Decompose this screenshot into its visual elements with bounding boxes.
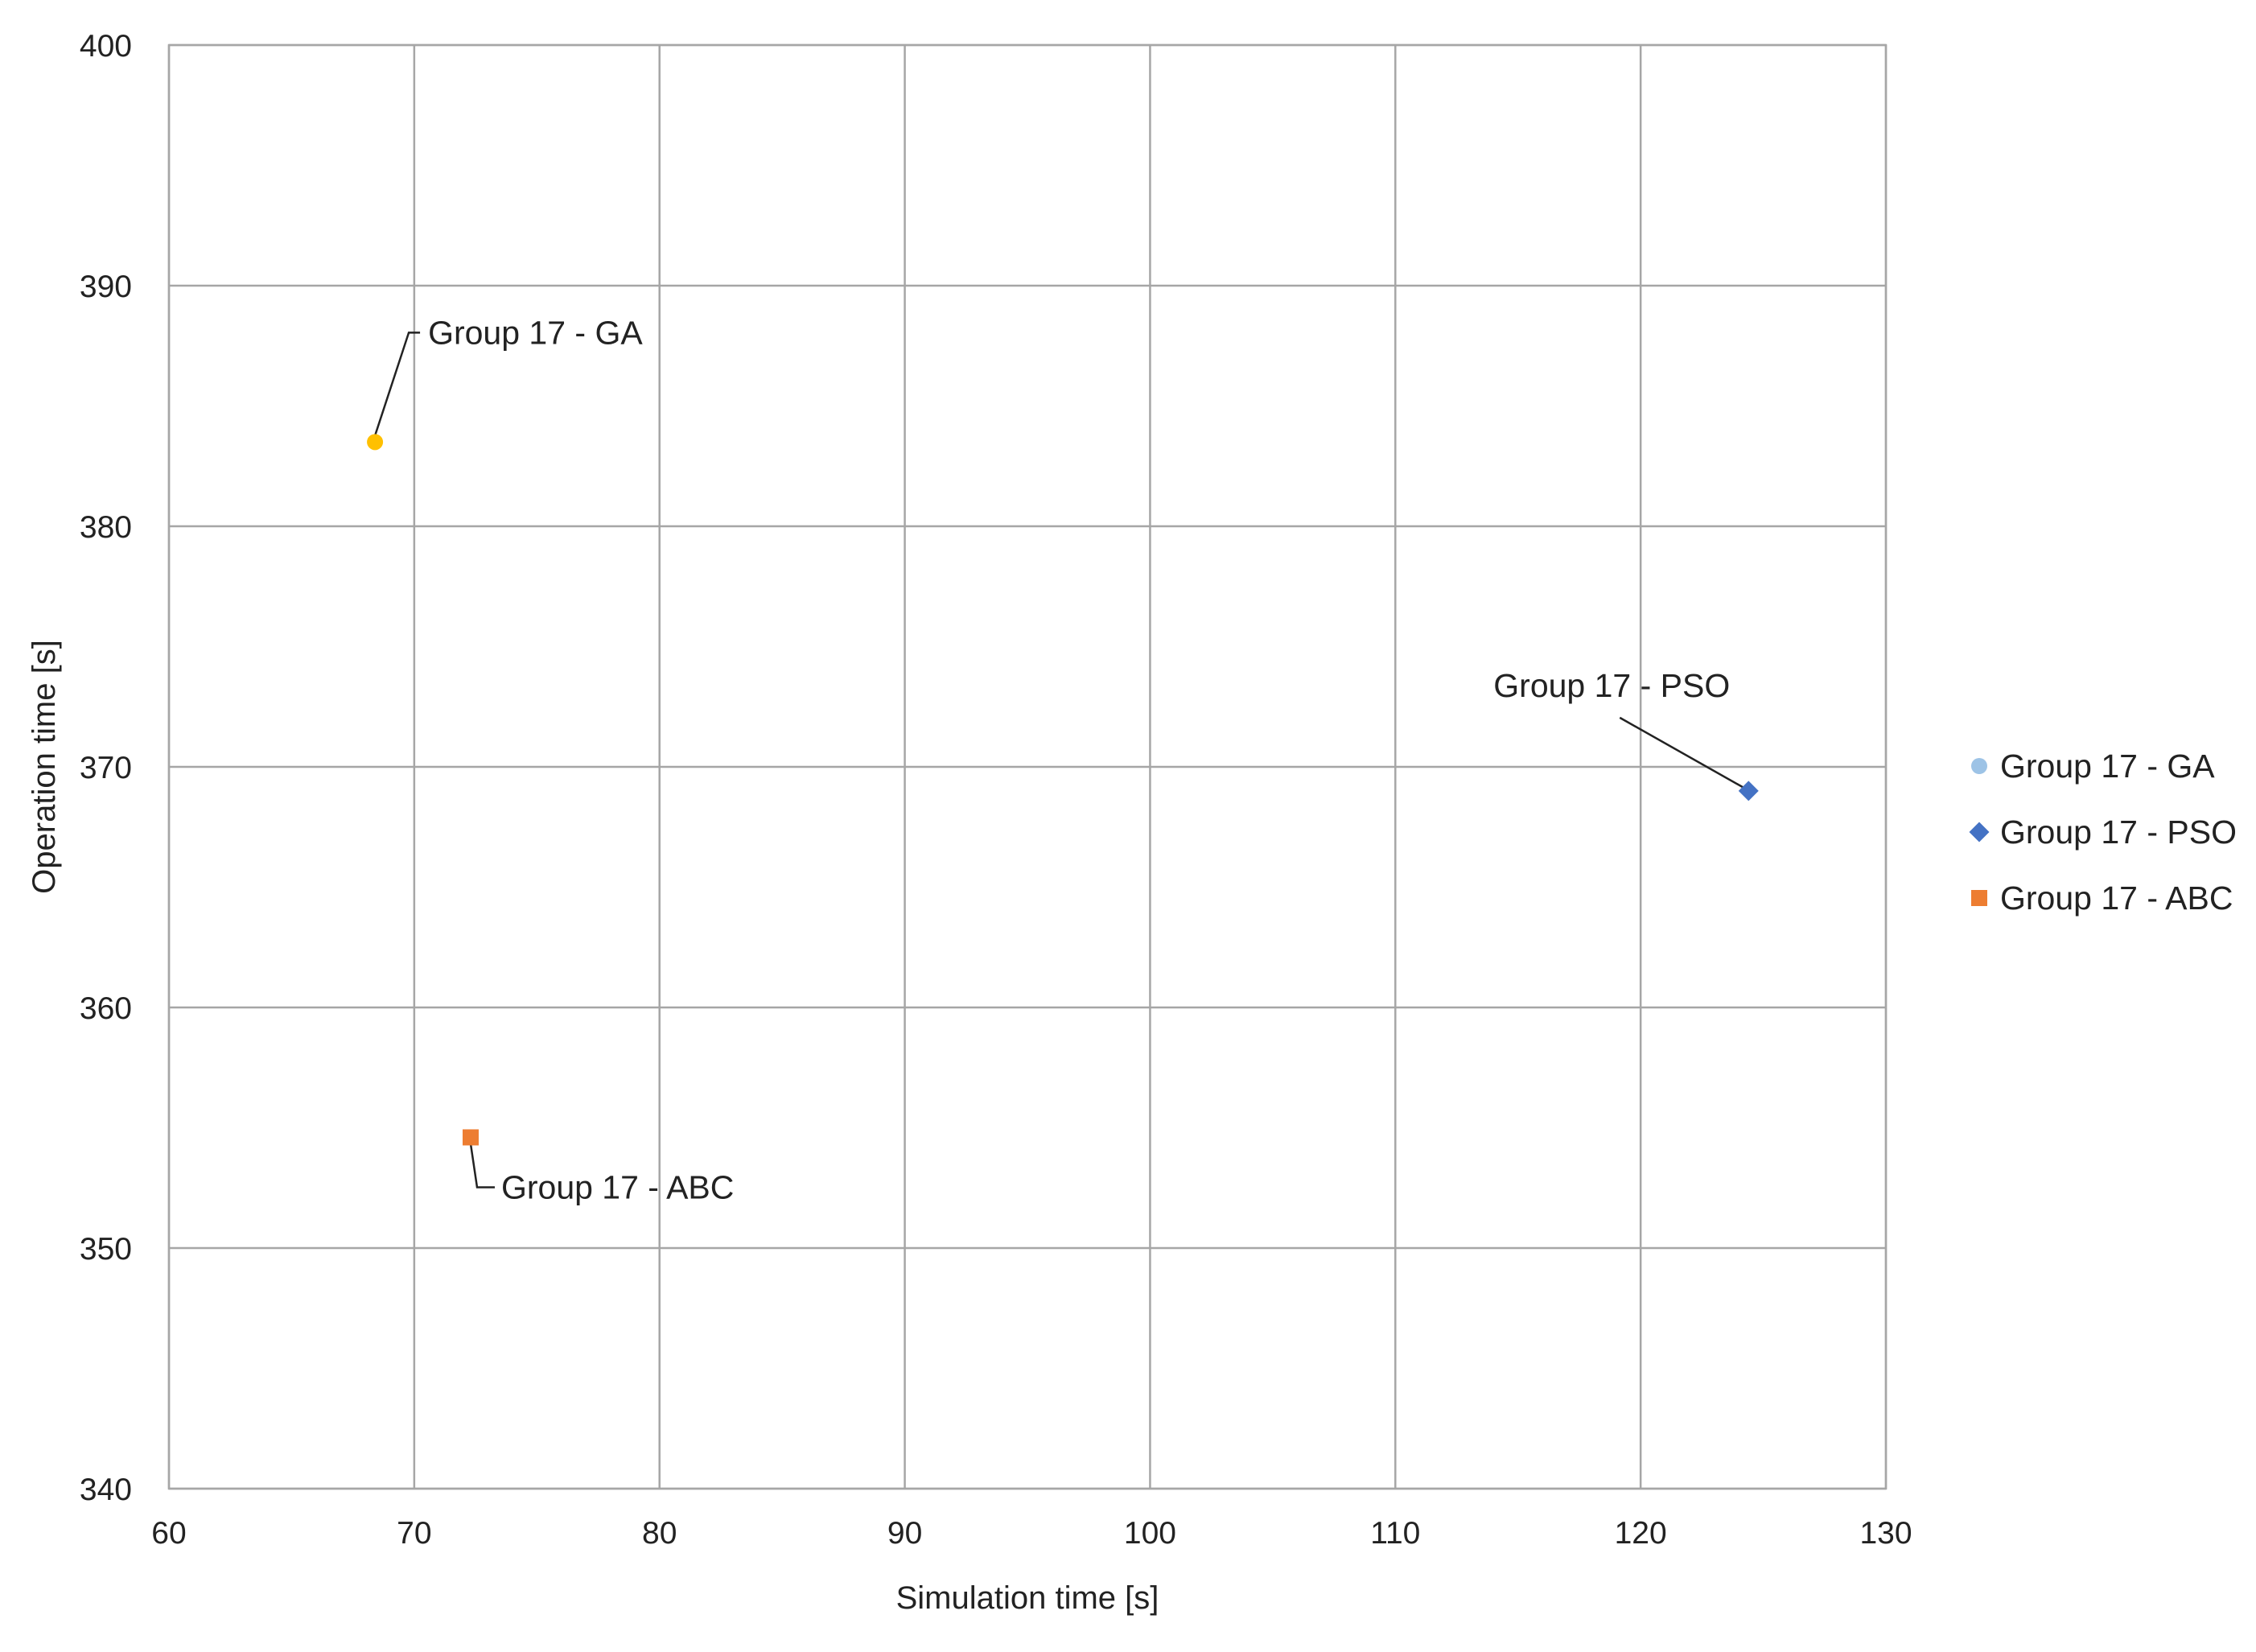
data-points — [367, 434, 1759, 1146]
legend-label-group-17-ga: Group 17 - GA — [2000, 748, 2215, 785]
y-tick-label: 390 — [80, 270, 132, 304]
data-label-group-17-abc: Group 17 - ABC — [501, 1168, 734, 1205]
data-label-leader-lines — [373, 332, 1744, 1189]
x-tick-label: 60 — [151, 1516, 186, 1551]
y-tick-label: 400 — [80, 29, 132, 64]
data-point-group-17-pso — [1738, 781, 1759, 801]
legend-marker-group-17-ga — [1971, 758, 1987, 774]
y-tick-label: 340 — [80, 1473, 132, 1507]
y-tick-label: 380 — [80, 510, 132, 545]
x-axis-title: Simulation time [s] — [896, 1580, 1159, 1616]
x-tick-label: 130 — [1859, 1516, 1912, 1551]
y-tick-label: 360 — [80, 991, 132, 1026]
legend-label-group-17-pso: Group 17 - PSO — [2000, 814, 2237, 851]
leader-line-group-17-pso — [1619, 716, 1744, 789]
leader-line-group-17-ga — [373, 332, 421, 436]
legend: Group 17 - GA Group 17 - PSO Group 17 - AB… — [1969, 748, 2237, 917]
legend-label-group-17-abc: Group 17 - ABC — [2000, 880, 2233, 917]
x-tick-label: 80 — [642, 1516, 677, 1551]
x-tick-label: 90 — [887, 1516, 922, 1551]
data-point-group-17-ga — [367, 434, 384, 451]
x-tick-label: 100 — [1124, 1516, 1176, 1551]
gridlines — [167, 43, 1888, 1490]
data-point-group-17-abc — [462, 1129, 479, 1146]
y-tick-label: 370 — [80, 751, 132, 785]
y-tick-label: 350 — [80, 1232, 132, 1267]
legend-marker-group-17-abc — [1971, 890, 1987, 906]
leader-line-group-17-abc — [469, 1143, 495, 1189]
data-label-group-17-pso: Group 17 - PSO — [1493, 667, 1730, 704]
data-labels: Group 17 - GA Group 17 - PSO Group 17 - AB… — [428, 314, 1730, 1205]
data-label-group-17-ga: Group 17 - GA — [428, 314, 643, 351]
x-tick-label: 120 — [1615, 1516, 1667, 1551]
plot-area-border — [167, 43, 1888, 1490]
y-axis-title: Operation time [s] — [27, 640, 62, 894]
legend-marker-group-17-pso — [1969, 822, 1990, 842]
x-tick-label: 70 — [397, 1516, 431, 1551]
x-axis-ticks: 60 70 80 90 100 110 120 130 — [151, 1516, 1912, 1551]
x-tick-label: 110 — [1370, 1516, 1420, 1551]
y-axis-ticks: 340 350 360 370 380 390 400 — [80, 29, 132, 1507]
